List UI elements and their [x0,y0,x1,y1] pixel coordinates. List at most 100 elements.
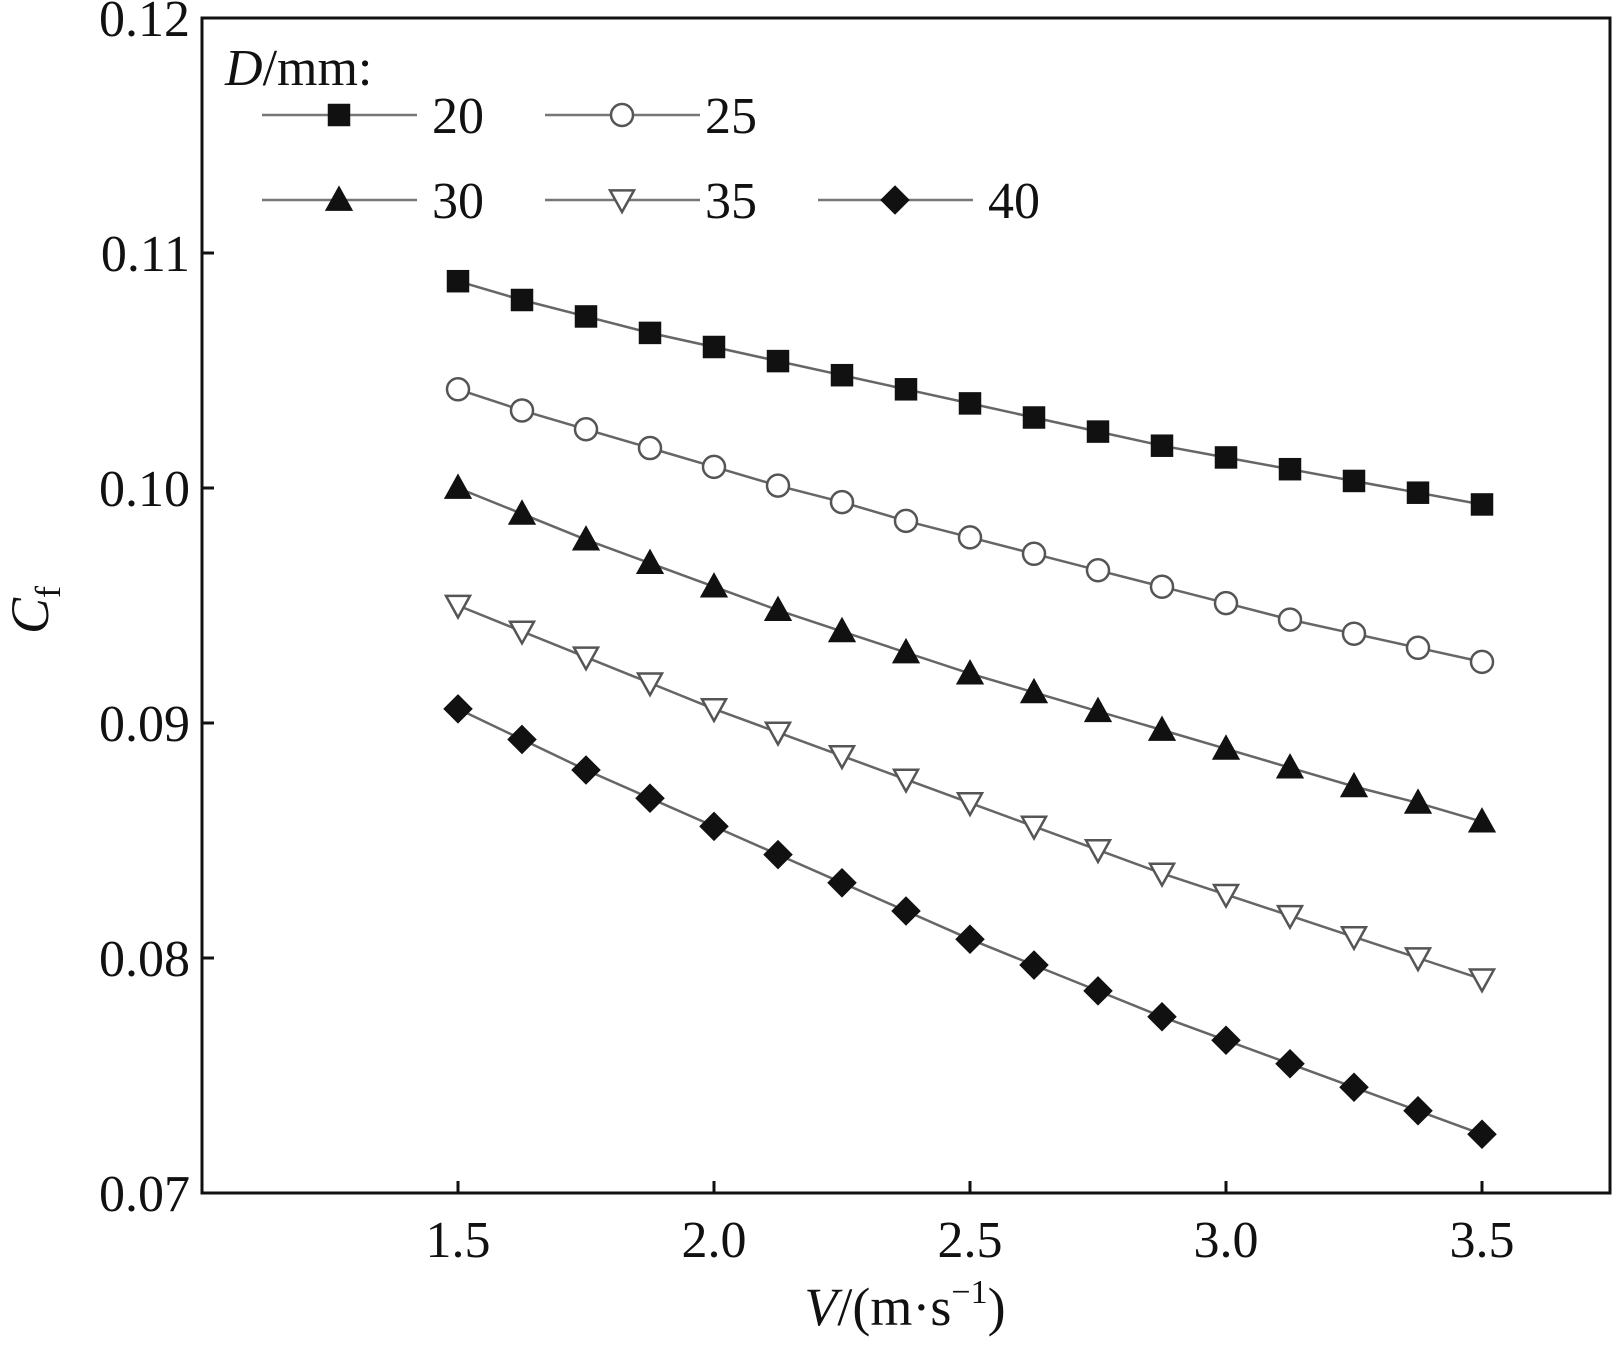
x-tick-label: 1.5 [426,1212,491,1269]
data-point [1403,947,1433,973]
data-point [443,473,473,499]
data-point [1083,976,1113,1006]
data-point [829,489,855,515]
data-point [893,508,919,534]
data-point [1083,839,1113,865]
data-point [957,525,983,550]
data-point [507,724,537,755]
data-point [443,594,473,621]
data-point [701,454,727,480]
legend-marker [880,185,910,215]
plot-frame [200,16,1612,1195]
x-axis: 1.5 2.0 2.5 3.0 3.5 [426,1181,1515,1269]
data-point [1019,677,1049,704]
legend-item-25: 25 [545,88,757,145]
data-point [1019,815,1049,841]
data-point [1339,1072,1369,1103]
data-point [1275,1048,1305,1079]
data-point [1022,406,1046,429]
data-point [891,768,921,794]
data-point [638,321,662,345]
data-point [1403,1095,1433,1126]
data-point [1405,635,1431,661]
legend-label: 20 [432,88,484,145]
x-axis-title-var: V [804,1277,843,1337]
data-point [830,363,854,387]
data-point [507,620,537,646]
data-point [763,839,793,870]
x-tick-label: 2.5 [938,1212,1003,1269]
x-axis-title-close: ) [988,1277,1006,1337]
data-point [1467,968,1497,994]
data-point [827,745,857,771]
data-point [763,721,793,747]
data-point [699,698,729,724]
series-30 [443,473,1497,833]
legend-marker [324,185,354,211]
data-point [1278,457,1302,481]
legend-title: D/mm: [224,40,372,97]
legend-item-35: 35 [545,173,757,230]
data-point [1469,649,1495,675]
data-point [1467,1119,1497,1150]
legend-label: 35 [705,173,757,230]
legend: D/mm: 20 25 30 35 40 [224,40,1040,230]
data-point [571,525,601,551]
y-tick-label: 0.09 [99,696,190,753]
data-point [765,473,791,498]
data-point [1403,788,1433,814]
data-point [1341,621,1367,646]
data-point [958,392,982,415]
data-point [1149,574,1175,599]
y-axis-title-var: C [0,597,60,634]
data-point [699,572,729,598]
legend-item-30: 30 [262,173,484,230]
data-point [1150,434,1174,457]
data-point [635,783,665,813]
series-layer [443,269,1497,1150]
y-tick-label: 0.12 [99,0,190,48]
legend-label: 40 [988,173,1040,230]
data-point [1339,926,1369,952]
data-point [894,378,918,401]
data-point [891,896,921,926]
data-point [509,398,535,423]
data-point [574,305,598,328]
x-tick-label: 2.0 [682,1212,747,1269]
data-point [827,868,857,898]
data-point [571,646,601,672]
series-20 [446,269,1494,516]
data-point [1211,734,1241,760]
data-point [1086,420,1110,443]
legend-label: 25 [705,88,757,145]
legend-label: 30 [432,173,484,230]
y-axis-title-sub: f [28,586,68,598]
data-point [510,288,534,312]
series-40 [443,694,1497,1150]
data-point [507,499,537,525]
y-tick-label: 0.08 [99,931,190,988]
data-point [635,672,665,698]
data-point [1277,607,1303,632]
data-point [1085,558,1111,583]
y-axis-title: Cf [0,586,68,634]
data-point [635,548,665,575]
data-point [1214,446,1238,469]
data-point [1467,807,1497,833]
data-point [1147,862,1177,888]
data-point [827,616,857,643]
x-axis-title-unit: /(m·s [837,1277,951,1337]
data-point [571,755,601,785]
series-35 [443,594,1497,994]
data-point [1339,771,1369,798]
data-point [1275,753,1305,779]
legend-item-40: 40 [818,173,1040,230]
data-point [1211,883,1241,910]
series-line [457,707,1483,1136]
data-point [1213,590,1239,616]
data-point [1211,1025,1241,1056]
data-point [1147,715,1177,741]
series-25 [445,377,1495,675]
data-point [955,924,985,954]
data-point [699,811,729,842]
